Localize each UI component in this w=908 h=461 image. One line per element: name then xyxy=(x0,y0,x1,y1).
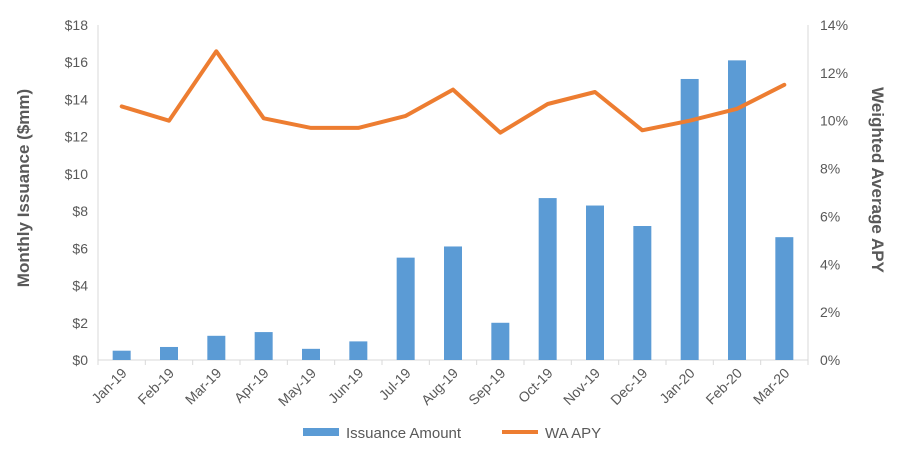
bar-issuance-Dec-19 xyxy=(633,226,652,360)
y-tick-left-label: $18 xyxy=(65,17,89,33)
x-axis: Jan-19 Feb-19 Mar-19 Apr-19 May-19 Jun-19 Jul-… xyxy=(88,365,792,409)
x-tick-label: Mar-19 xyxy=(182,365,225,408)
legend-label-issuance: Issuance Amount xyxy=(346,425,462,442)
y-axis-left-title: Monthly Issuance ($mm) xyxy=(14,89,33,287)
bar-issuance-Feb-19 xyxy=(160,346,178,360)
x-tick-label: Dec-19 xyxy=(607,365,650,408)
bar-issuance-Mar-20 xyxy=(775,237,794,360)
x-tick-label: Feb-19 xyxy=(134,365,177,408)
x-tick-label: Jul-19 xyxy=(376,365,414,403)
bar-issuance-Jun-19 xyxy=(349,341,368,360)
x-tick-label: Jan-19 xyxy=(88,365,130,407)
x-tick-label: May-19 xyxy=(275,365,319,409)
bar-issuance-Oct-19 xyxy=(538,198,557,360)
y-tick-right-label: 10% xyxy=(820,113,848,129)
x-tick-label: Jun-19 xyxy=(325,365,367,407)
y-tick-right-label: 0% xyxy=(820,352,840,368)
line-layer xyxy=(119,49,787,135)
bar-issuance-Jul-19 xyxy=(396,257,415,360)
y-tick-left-label: $10 xyxy=(65,166,89,182)
bar-issuance-May-19 xyxy=(302,348,320,360)
bar-issuance-Aug-19 xyxy=(444,246,462,360)
y-tick-right-label: 8% xyxy=(820,161,840,177)
x-tick-label: Aug-19 xyxy=(418,365,461,408)
bar-issuance-Mar-19 xyxy=(207,335,226,360)
bar-issuance-Apr-19 xyxy=(254,332,273,360)
y-axis-right: 0% 2% 4% 6% 8% 10% 12% 14% xyxy=(820,17,848,368)
y-tick-right-label: 12% xyxy=(820,65,848,81)
legend-label-wa-apy: WA APY xyxy=(545,425,601,442)
bar-issuance-Feb-20 xyxy=(728,60,746,360)
y-tick-left-label: $16 xyxy=(65,54,89,70)
y-tick-left-label: $0 xyxy=(72,352,88,368)
y-tick-left-label: $4 xyxy=(72,278,88,294)
x-tick-label: Feb-20 xyxy=(702,365,745,408)
legend-swatch-issuance xyxy=(303,428,339,436)
bar-issuance-Nov-19 xyxy=(586,205,604,360)
bar-issuance-Sep-19 xyxy=(491,322,510,360)
y-axis-left: $0 $2 $4 $6 $8 $10 $12 $14 $16 $18 xyxy=(65,17,89,368)
y-axis-right-title: Weighted Average APY xyxy=(868,87,887,273)
x-tick-label: Mar-20 xyxy=(750,365,793,408)
y-tick-right-label: 2% xyxy=(820,304,840,320)
x-tick-label: Sep-19 xyxy=(465,365,508,408)
y-tick-left-label: $6 xyxy=(72,240,88,256)
x-tick-label: Apr-19 xyxy=(231,365,272,406)
y-tick-left-label: $12 xyxy=(65,129,89,145)
bars-layer xyxy=(112,60,794,360)
y-tick-left-label: $2 xyxy=(72,315,88,331)
bar-issuance-Jan-19 xyxy=(112,350,131,360)
x-tick-label: Oct-19 xyxy=(515,365,556,406)
y-tick-right-label: 14% xyxy=(820,17,848,33)
bar-issuance-Jan-20 xyxy=(680,78,699,360)
y-tick-right-label: 6% xyxy=(820,208,840,224)
y-tick-left-label: $8 xyxy=(72,203,88,219)
x-tick-label: Nov-19 xyxy=(560,365,603,408)
x-tick-label: Jan-20 xyxy=(656,365,698,407)
y-tick-left-label: $14 xyxy=(65,91,89,107)
y-tick-right-label: 4% xyxy=(820,256,840,272)
legend: Issuance Amount WA APY xyxy=(303,425,601,442)
